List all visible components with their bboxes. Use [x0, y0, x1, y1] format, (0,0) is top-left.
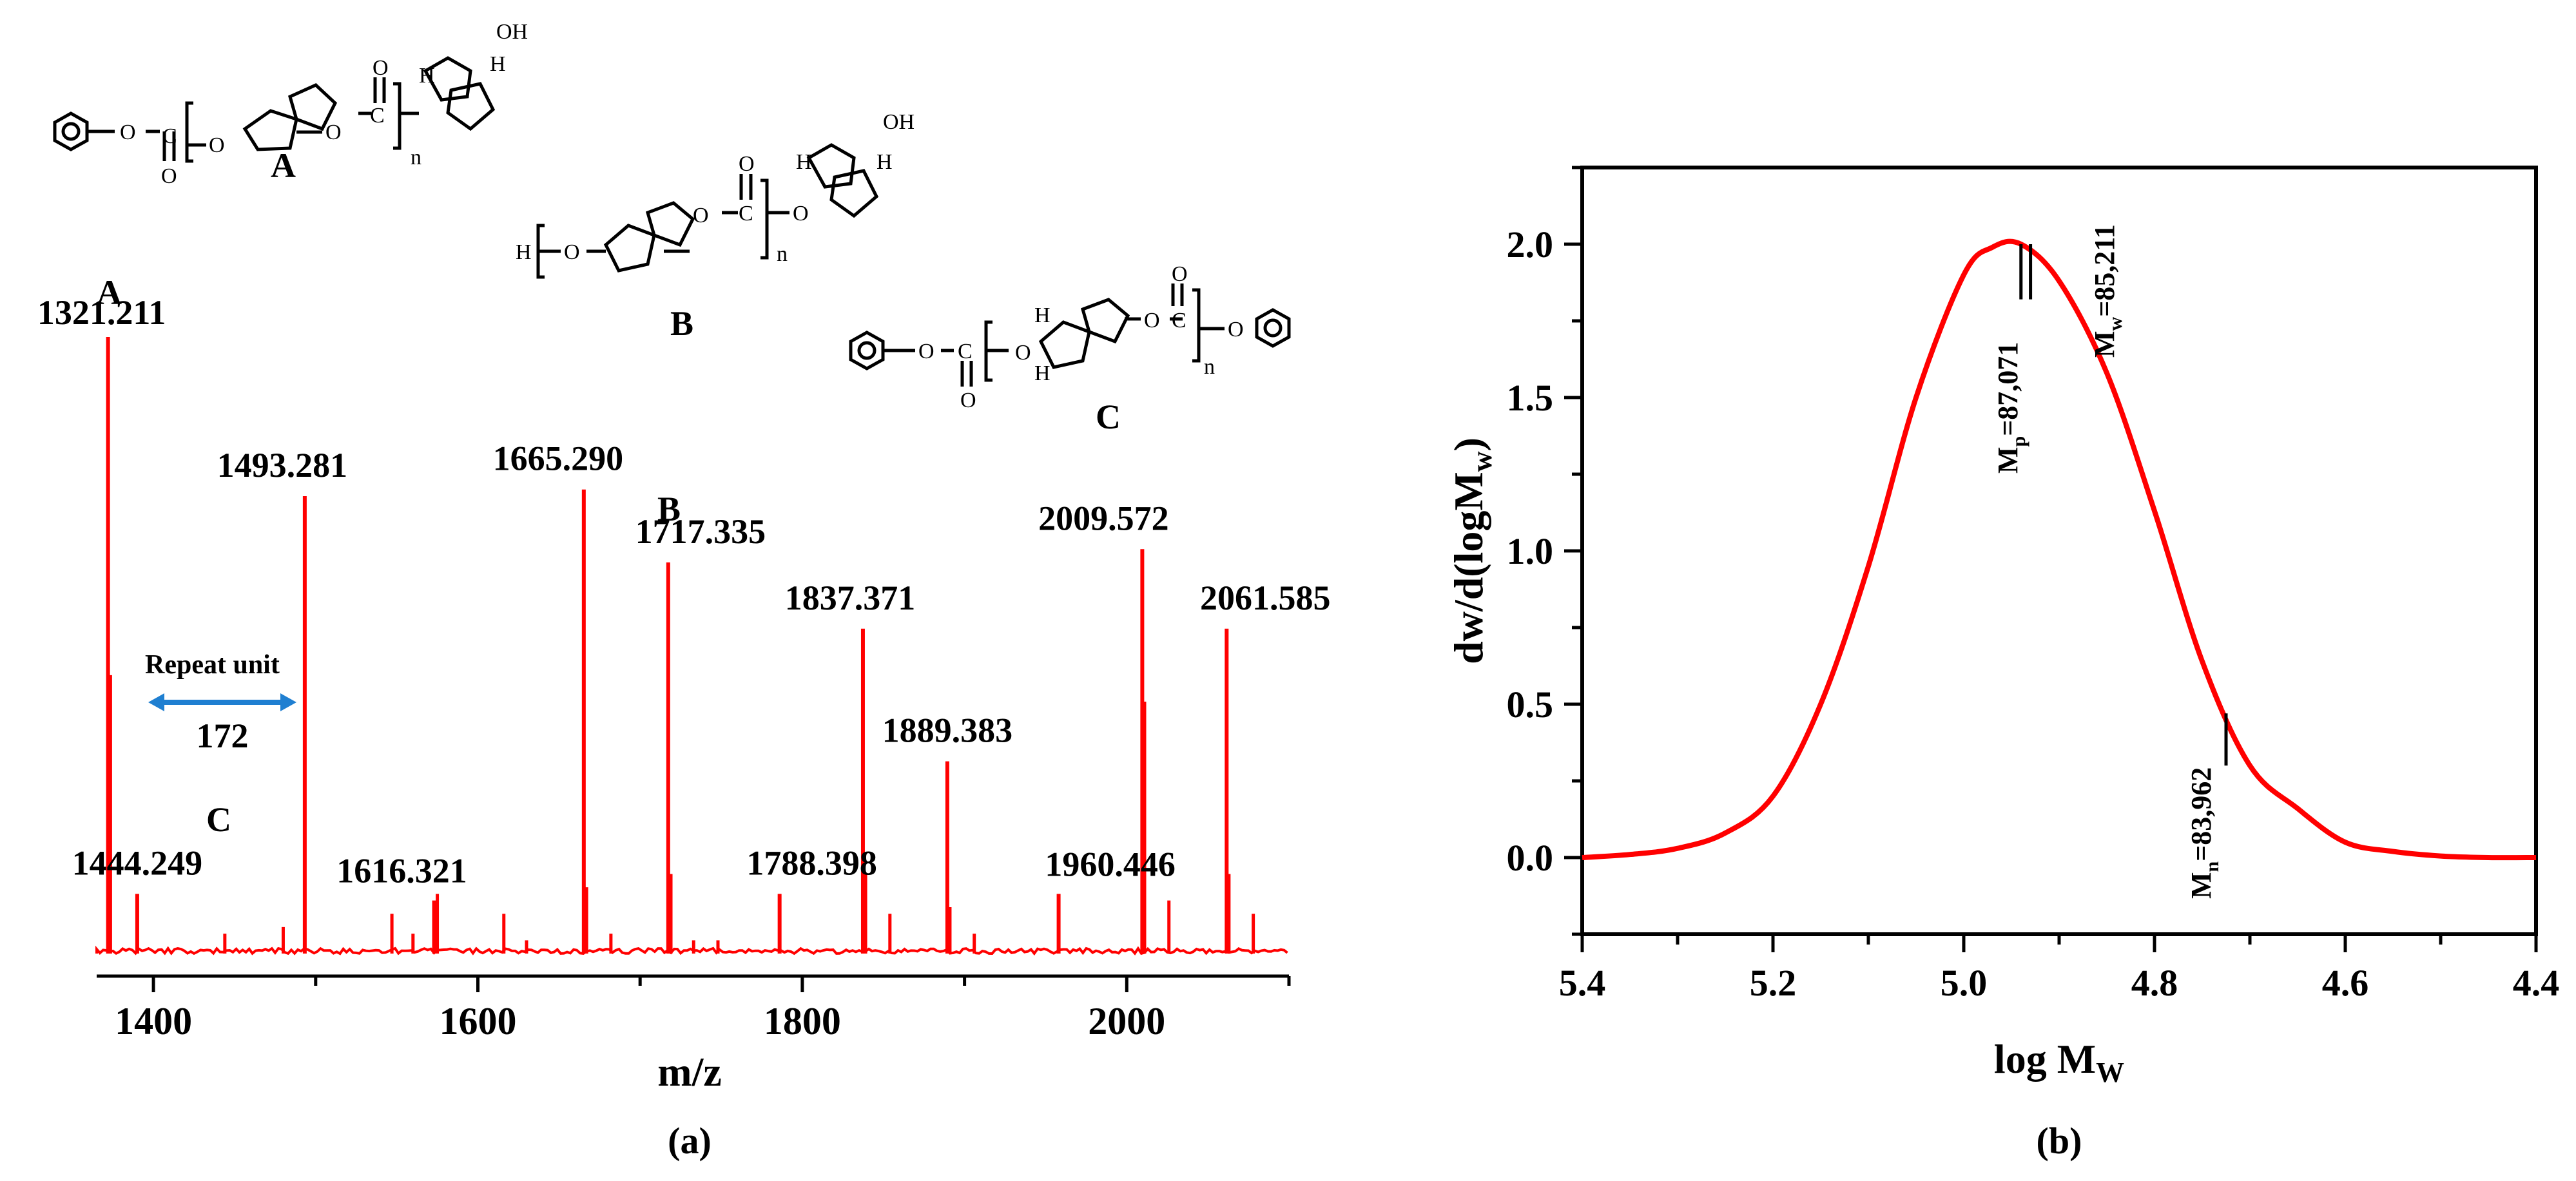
- atom-c: C: [370, 104, 385, 128]
- structure-c: [849, 283, 1291, 387]
- structure-a: [53, 56, 496, 163]
- repeat-unit-label: Repeat unit: [145, 650, 280, 680]
- mass-spectrum-panel: 1321.211 1493.281 1665.290 1717.335 1837.371…: [37, 273, 1331, 1162]
- atom-h: H: [419, 64, 435, 88]
- hydroxyl: OH: [883, 110, 915, 134]
- atom-o: O: [1144, 309, 1160, 332]
- atom-h: H: [490, 52, 506, 76]
- atom-h: H: [516, 240, 532, 264]
- atom-o: O: [373, 56, 389, 80]
- peak-label: 1444.249: [72, 843, 203, 882]
- molecular-weight-panel: 5.4 5.2 5.0 4.8 4.6 4.4 0.0 0.5 1.0 1.5 2.0 Mp=87…: [1446, 166, 2560, 1162]
- y-axis-tick-labels: 0.0 0.5 1.0 1.5 2.0: [1507, 224, 1554, 879]
- n-subscript: n: [411, 146, 421, 169]
- x-tick-label: 1400: [115, 1000, 192, 1042]
- panel-label-b: (b): [2037, 1120, 2082, 1162]
- mw-label: Mw=85,211: [2089, 224, 2126, 358]
- peak-label: 2061.585: [1200, 579, 1331, 617]
- atom-c: C: [739, 202, 753, 226]
- x-axis-ticks: [151, 976, 1291, 992]
- y-tick-label: 0.5: [1507, 684, 1554, 725]
- distribution-curve: [1582, 238, 2537, 861]
- peak-label: 1837.371: [785, 579, 916, 617]
- peak-label: 1616.321: [336, 852, 467, 890]
- y-axis-label: dw/d(logMw): [1446, 437, 1498, 664]
- atom-o: O: [161, 164, 177, 188]
- mn-label: Mn=83,962: [2185, 767, 2223, 899]
- x-axis-label: log MW: [1994, 1036, 2124, 1088]
- atom-o: O: [918, 340, 935, 363]
- atom-o: O: [1172, 262, 1188, 286]
- x-tick-label: 5.2: [1750, 962, 1797, 1004]
- x-tick-label: 5.4: [1559, 962, 1606, 1004]
- peak-label: 1665.290: [493, 439, 624, 478]
- atom-o: O: [209, 133, 225, 157]
- peak-group-label-b: B: [657, 490, 681, 528]
- peak-labels: 1321.211 1493.281 1665.290 1717.335 1837.371…: [37, 293, 1331, 890]
- atom-h: H: [1034, 361, 1051, 385]
- n-subscript: n: [1204, 355, 1215, 379]
- hydroxyl: OH: [496, 20, 528, 44]
- atom-o: O: [693, 204, 709, 227]
- y-tick-label: 1.5: [1507, 377, 1554, 419]
- atom-o: O: [1015, 341, 1031, 365]
- atom-c: C: [958, 340, 973, 363]
- structure-label-c: C: [1096, 398, 1121, 436]
- x-tick-label: 4.4: [2513, 962, 2560, 1004]
- average-mw-markers: [2019, 244, 2228, 766]
- atom-h: H: [876, 150, 893, 174]
- atom-o: O: [564, 240, 580, 264]
- atom-o: O: [739, 152, 755, 176]
- spectrum-peaks: [95, 337, 1288, 956]
- peak-label: 1717.335: [635, 512, 766, 551]
- repeat-unit-value: 172: [197, 716, 249, 755]
- peak-label: 1493.281: [217, 446, 348, 485]
- atom-c: C: [1172, 309, 1186, 332]
- atom-c: C: [162, 124, 177, 148]
- y-tick-label: 2.0: [1507, 224, 1554, 265]
- mp-label: Mp=87,071: [1992, 342, 2029, 474]
- atom-o: O: [325, 120, 342, 144]
- x-axis-label: m/z: [657, 1049, 722, 1095]
- structure-b: [536, 143, 879, 279]
- panel-label-a: (a): [668, 1120, 712, 1162]
- structure-label-b: B: [670, 304, 693, 343]
- x-tick-label: 4.8: [2131, 962, 2178, 1004]
- atom-o: O: [960, 389, 976, 412]
- x-tick-label: 2000: [1088, 1000, 1165, 1042]
- y-tick-label: 0.0: [1507, 837, 1554, 879]
- peak-label: 1960.446: [1045, 845, 1176, 883]
- atom-h: H: [796, 150, 812, 174]
- n-subscript: n: [777, 242, 788, 266]
- x-tick-label: 5.0: [1941, 962, 1988, 1004]
- axis-ticks: [1564, 166, 2538, 952]
- peak-group-label-a: A: [97, 273, 122, 312]
- atom-o: O: [1228, 318, 1244, 341]
- peak-label: 1889.383: [882, 711, 1013, 750]
- spectrum-baseline: [95, 945, 1288, 956]
- peak-group-label-c: C: [206, 800, 231, 839]
- repeat-unit-arrow: [148, 693, 296, 711]
- x-axis-tick-labels: 5.4 5.2 5.0 4.8 4.6 4.4: [1559, 962, 2560, 1004]
- x-tick-label: 1600: [439, 1000, 516, 1042]
- atom-o: O: [120, 120, 136, 144]
- x-tick-label: 4.6: [2322, 962, 2369, 1004]
- peak-label: 2009.572: [1038, 499, 1169, 537]
- chemical-structures: O C O O O C O n OH H H A: [53, 20, 1291, 436]
- atom-h: H: [1034, 303, 1051, 327]
- x-tick-label: 1800: [764, 1000, 841, 1042]
- x-axis-tick-labels: 1400 1600 1800 2000: [115, 1000, 1165, 1042]
- structure-label-a: A: [271, 146, 296, 185]
- atom-o: O: [793, 202, 809, 226]
- peak-label: 1321.211: [37, 293, 166, 332]
- peak-label: 1788.398: [746, 843, 877, 882]
- y-tick-label: 1.0: [1507, 530, 1554, 572]
